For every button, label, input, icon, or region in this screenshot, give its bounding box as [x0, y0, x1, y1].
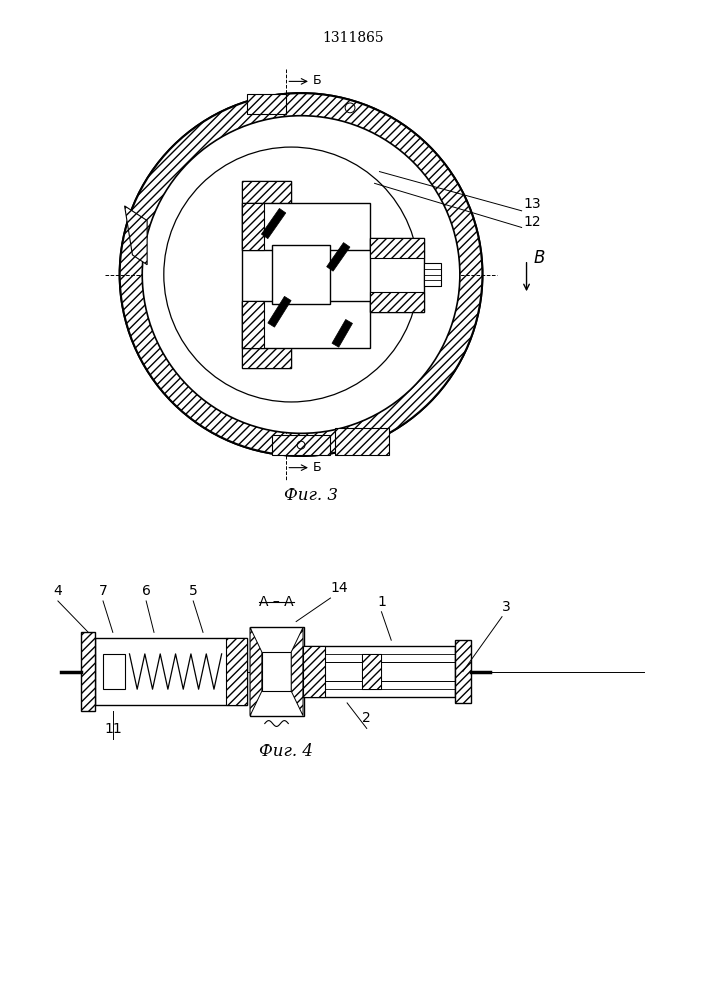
Bar [243, 301, 370, 348]
Text: 11: 11 [104, 722, 122, 736]
Text: 1311865: 1311865 [322, 31, 384, 45]
Text: А – А: А – А [259, 595, 294, 609]
Polygon shape [335, 428, 390, 455]
Bar [455, 640, 471, 703]
Bar [243, 301, 264, 348]
Bar [370, 238, 423, 312]
Polygon shape [262, 208, 286, 239]
Bar [362, 654, 382, 689]
Bar [243, 181, 291, 203]
Ellipse shape [119, 93, 482, 456]
Bar [370, 238, 423, 258]
Polygon shape [327, 243, 350, 271]
Text: 4: 4 [54, 584, 62, 598]
Polygon shape [268, 296, 291, 327]
Text: 6: 6 [141, 584, 151, 598]
Bar [271, 245, 330, 304]
Ellipse shape [142, 116, 460, 433]
Polygon shape [247, 94, 286, 114]
Text: 2: 2 [363, 711, 371, 725]
Bar [103, 654, 124, 689]
Bar [262, 652, 291, 691]
Bar [370, 292, 423, 312]
Bar [226, 638, 247, 705]
Bar [243, 203, 370, 250]
Text: 7: 7 [99, 584, 107, 598]
Bar [243, 203, 264, 250]
Bar [81, 632, 95, 711]
Text: 1: 1 [377, 595, 386, 609]
Text: Б: Б [312, 74, 322, 87]
Text: 12: 12 [524, 215, 542, 229]
Text: 13: 13 [524, 197, 542, 211]
Bar [423, 263, 441, 286]
Text: Б: Б [312, 461, 322, 474]
Bar [362, 654, 382, 689]
Polygon shape [250, 627, 262, 716]
Text: Фиг. 3: Фиг. 3 [284, 487, 338, 504]
Bar [243, 346, 291, 368]
Text: 14: 14 [330, 581, 348, 595]
Bar [303, 646, 325, 697]
Text: 5: 5 [189, 584, 197, 598]
Polygon shape [271, 435, 330, 455]
Text: Фиг. 4: Фиг. 4 [259, 743, 313, 760]
Bar [303, 646, 455, 697]
Text: 3: 3 [502, 600, 510, 614]
Polygon shape [332, 319, 353, 347]
Polygon shape [291, 627, 303, 716]
Text: В: В [533, 249, 545, 267]
Bar [95, 638, 247, 705]
Ellipse shape [119, 93, 482, 456]
Polygon shape [124, 206, 147, 265]
Bar [243, 181, 291, 368]
Bar [250, 627, 304, 716]
